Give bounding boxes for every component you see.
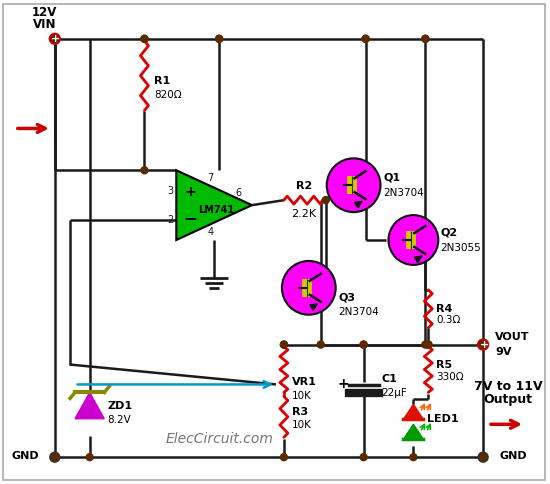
Circle shape — [51, 454, 58, 461]
Text: +: + — [338, 378, 349, 392]
Polygon shape — [75, 393, 104, 419]
Text: +: + — [480, 340, 489, 349]
Circle shape — [362, 35, 369, 42]
Circle shape — [317, 341, 324, 348]
Circle shape — [480, 341, 487, 348]
Circle shape — [478, 452, 488, 462]
Circle shape — [141, 35, 148, 42]
Circle shape — [480, 454, 487, 461]
Circle shape — [280, 341, 288, 348]
Text: R5: R5 — [436, 360, 453, 369]
Text: LM741: LM741 — [198, 205, 234, 215]
Text: C1: C1 — [382, 375, 398, 384]
Text: R3: R3 — [292, 407, 308, 417]
Circle shape — [141, 167, 148, 174]
Circle shape — [327, 158, 381, 212]
Text: 820Ω: 820Ω — [155, 90, 182, 100]
Circle shape — [322, 197, 329, 204]
Text: 2N3704: 2N3704 — [383, 188, 424, 198]
Text: 10K: 10K — [292, 420, 312, 430]
Text: 0.3Ω: 0.3Ω — [436, 315, 461, 325]
Text: ElecCircuit.com: ElecCircuit.com — [165, 432, 273, 446]
Text: GND: GND — [11, 451, 39, 461]
Circle shape — [141, 35, 148, 42]
Circle shape — [360, 341, 367, 348]
Polygon shape — [404, 404, 424, 419]
Circle shape — [422, 35, 429, 42]
Circle shape — [362, 35, 369, 42]
Text: +: + — [184, 185, 196, 199]
Text: 3: 3 — [167, 185, 173, 196]
Circle shape — [425, 341, 432, 348]
Circle shape — [280, 341, 288, 348]
Text: R1: R1 — [155, 76, 170, 86]
Text: GND: GND — [499, 451, 527, 461]
Text: 7: 7 — [207, 173, 213, 183]
Text: 6: 6 — [235, 188, 241, 198]
Polygon shape — [404, 424, 424, 439]
Circle shape — [388, 215, 438, 265]
Circle shape — [360, 341, 367, 348]
Circle shape — [280, 454, 288, 461]
Circle shape — [282, 261, 336, 315]
Circle shape — [216, 35, 223, 42]
Circle shape — [216, 35, 223, 42]
Text: 2.2K: 2.2K — [292, 209, 316, 219]
Text: Output: Output — [483, 393, 532, 406]
Polygon shape — [177, 170, 252, 240]
Text: 2: 2 — [167, 215, 173, 225]
Text: 12V: 12V — [32, 6, 58, 19]
Text: 4: 4 — [207, 227, 213, 237]
Circle shape — [50, 33, 60, 44]
Circle shape — [410, 454, 417, 461]
Text: −: − — [183, 210, 197, 227]
Circle shape — [477, 339, 488, 350]
Text: 10K: 10K — [292, 392, 312, 401]
Circle shape — [51, 35, 58, 42]
Text: VOUT: VOUT — [495, 332, 530, 342]
Text: R2: R2 — [296, 181, 312, 191]
Text: 7V to 11V: 7V to 11V — [474, 380, 542, 393]
Text: 8.2V: 8.2V — [108, 415, 131, 425]
Text: Q3: Q3 — [339, 293, 356, 303]
Text: VR1: VR1 — [292, 378, 317, 388]
Circle shape — [422, 35, 429, 42]
Circle shape — [425, 341, 432, 348]
Text: 330Ω: 330Ω — [436, 373, 464, 382]
Text: 9V: 9V — [495, 347, 512, 357]
Text: LED1: LED1 — [427, 414, 459, 424]
Circle shape — [86, 454, 93, 461]
Text: Q1: Q1 — [383, 172, 400, 182]
Circle shape — [425, 341, 432, 348]
Circle shape — [422, 341, 429, 348]
Text: +: + — [51, 34, 60, 44]
Text: R4: R4 — [436, 304, 453, 314]
Circle shape — [50, 452, 60, 462]
Text: VIN: VIN — [33, 18, 57, 31]
Text: ZD1: ZD1 — [108, 401, 133, 411]
Circle shape — [360, 454, 367, 461]
Text: 2N3055: 2N3055 — [441, 243, 481, 253]
Text: 2N3704: 2N3704 — [339, 307, 380, 317]
Text: Q2: Q2 — [441, 227, 458, 237]
Text: 22μF: 22μF — [382, 388, 407, 398]
Circle shape — [480, 341, 487, 348]
